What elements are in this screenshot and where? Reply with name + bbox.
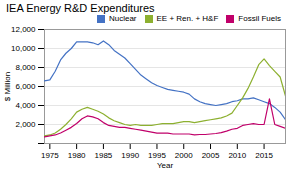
svg-text:2015: 2015 <box>255 151 273 160</box>
svg-text:2010: 2010 <box>228 151 246 160</box>
svg-text:2,000: 2,000 <box>15 120 36 129</box>
svg-text:$ Million: $ Million <box>3 72 12 101</box>
svg-text:6,000: 6,000 <box>15 82 36 91</box>
html-text:IEA Energy R&D Expenditures: IEA Energy R&D Expenditures <box>6 2 155 14</box>
svg-text:1990: 1990 <box>121 151 139 160</box>
html-text:Fossil Fuels: Fossil Fuels <box>238 14 281 23</box>
svg-text:4,000: 4,000 <box>15 101 36 110</box>
svg-text:1995: 1995 <box>148 151 166 160</box>
html-text:Nuclear: Nuclear <box>108 14 137 23</box>
svg-text:1985: 1985 <box>95 151 113 160</box>
svg-text:1980: 1980 <box>68 151 86 160</box>
svg-text:2005: 2005 <box>202 151 220 160</box>
svg-text:12,000: 12,000 <box>11 25 36 34</box>
svg-text:Year: Year <box>157 161 174 170</box>
svg-text:2000: 2000 <box>175 151 193 160</box>
svg-text:10,000: 10,000 <box>11 44 36 53</box>
svg-text:8,000: 8,000 <box>15 63 36 72</box>
svg-text:1975: 1975 <box>41 151 59 160</box>
html-text:EE + Ren. + H&F: EE + Ren. + H&F <box>156 14 219 23</box>
